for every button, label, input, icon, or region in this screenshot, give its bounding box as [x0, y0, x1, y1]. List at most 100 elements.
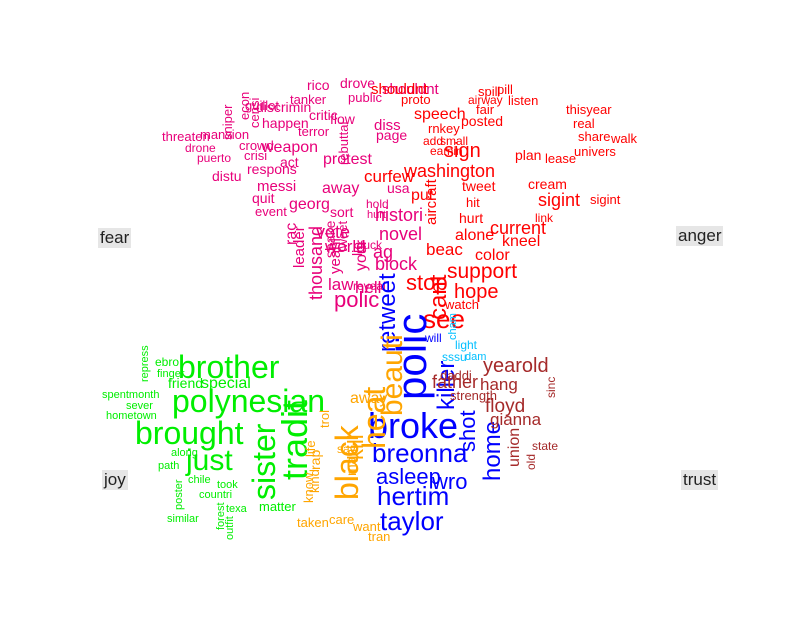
trust-word: retweet: [374, 273, 401, 352]
fear-word: tweet: [335, 221, 350, 252]
anger-word: washington: [403, 161, 495, 181]
joy-word: brother: [178, 349, 280, 385]
joy-word: hometown: [106, 410, 157, 422]
anticipation-word: hang: [480, 375, 518, 394]
joy-label: joy: [102, 470, 128, 490]
trust-word: killer: [433, 361, 460, 410]
anticipation-word: daddi: [440, 368, 472, 383]
sadness-word: kill: [343, 434, 368, 460]
fear-word: away: [322, 180, 359, 197]
joy-word: just: [185, 444, 233, 477]
anger-word: hit: [466, 195, 480, 210]
anticipation-word: strength: [450, 388, 497, 403]
anger-word: watch: [444, 297, 479, 312]
fear-word: threaten: [162, 129, 210, 144]
trust-word: home: [479, 421, 506, 481]
sadness-word: heat: [356, 387, 392, 449]
anger-word: cant: [425, 274, 452, 320]
anger-word: lease: [545, 151, 576, 166]
surprise-word: light: [455, 338, 478, 352]
sadness-word: rap: [307, 450, 323, 470]
fear-word: shake: [322, 220, 338, 258]
fear-word: sort: [330, 204, 353, 220]
fear-word: act: [280, 154, 299, 170]
fear-word: crisi: [244, 148, 267, 163]
joy-word: tradit: [274, 400, 315, 480]
fear-word: your: [353, 239, 370, 271]
anger-word: put: [411, 187, 434, 204]
anger-label: anger: [676, 226, 724, 246]
trust-word: taylor: [380, 506, 444, 536]
fear-word: econ: [237, 92, 252, 120]
anger-word: kneel: [502, 233, 540, 250]
anger-word: real: [573, 116, 595, 131]
anger-word: posted: [461, 113, 503, 129]
joy-word: countri: [199, 489, 232, 501]
anger-word: plan: [515, 147, 541, 163]
surprise-word: dam: [465, 351, 486, 363]
fear-word: shouldnt: [382, 81, 440, 98]
anger-word: univers: [574, 144, 616, 159]
anger-word: listen: [508, 93, 538, 108]
fear-word: block: [375, 254, 418, 274]
fear-word: usa: [387, 180, 410, 196]
surprise-word: sssu: [442, 350, 467, 364]
trust-word-group: policbrokebreonnaasleephertimtaylorwroho…: [368, 273, 506, 536]
fear-word: flow: [330, 111, 356, 127]
fear-word: page: [376, 127, 407, 143]
joy-word: matter: [259, 499, 297, 514]
anger-word: sigint: [538, 190, 580, 210]
fear-word: hold: [366, 197, 389, 211]
sadness-word: black: [329, 424, 365, 500]
anticipation-word: sinc: [544, 377, 558, 398]
sadness-word: life: [303, 440, 318, 457]
fear-word: public: [348, 90, 382, 105]
anger-word: current: [490, 218, 546, 238]
fear-word: protest: [323, 151, 372, 168]
anger-word: aircraft: [423, 178, 440, 225]
joy-word: ebro: [155, 355, 179, 369]
joy-word: poster: [173, 479, 185, 510]
fear-word: georg: [289, 196, 330, 213]
joy-word: similar: [167, 513, 199, 525]
fear-word: crowd: [239, 138, 274, 153]
fear-word: thousand: [306, 226, 326, 300]
sadness-word: away: [350, 390, 387, 407]
sadness-word: kind: [307, 469, 322, 493]
fear-word: hell: [355, 278, 381, 297]
anger-word: see: [423, 304, 465, 334]
fear-word: discrimin: [256, 99, 311, 115]
anger-word: hurt: [459, 210, 483, 226]
trust-word: shot: [455, 410, 480, 452]
trust-word: will: [424, 331, 442, 345]
joy-word: texa: [226, 503, 248, 515]
fear-word: tanker: [290, 92, 327, 107]
sadness-word: know: [301, 472, 316, 503]
joy-word: repress: [139, 345, 151, 382]
anger-word: speech: [414, 106, 466, 123]
anticipation-word: yearold: [483, 355, 549, 377]
joy-word: finger: [157, 368, 185, 380]
joy-word: along: [171, 447, 198, 459]
anger-word: walk: [610, 131, 638, 146]
anger-word: proto: [401, 92, 431, 107]
fear-word: world: [324, 237, 366, 256]
fear-word: sniper: [220, 104, 235, 140]
anger-word: eamin: [430, 144, 463, 158]
fear-word: leader: [291, 226, 308, 268]
sadness-word: say: [337, 442, 356, 456]
anger-word: fair: [476, 102, 495, 117]
sadness-word: care: [329, 512, 354, 527]
anticipation-word: union: [506, 428, 523, 467]
fear-word: novel: [379, 224, 422, 244]
fear-word: quit: [252, 190, 275, 206]
sadness-word: mani: [343, 446, 359, 476]
anger-word: spill: [478, 84, 501, 99]
anger-word: alone: [455, 227, 494, 244]
anger-word: color: [475, 247, 510, 264]
anger-word: share: [578, 129, 611, 144]
anger-word: airway: [468, 93, 503, 107]
anger-word: tweet: [462, 178, 496, 194]
